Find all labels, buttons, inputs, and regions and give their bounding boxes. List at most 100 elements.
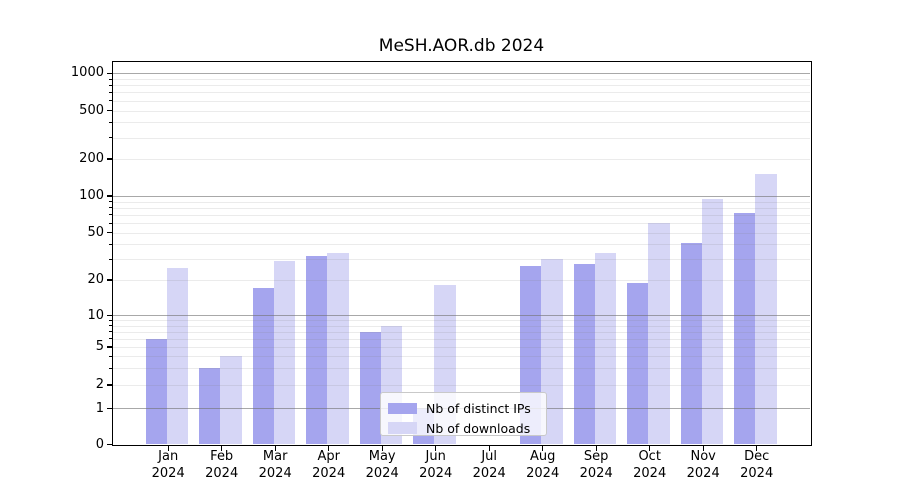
ytick-minor-3 (109, 367, 112, 369)
xtick-oct (649, 446, 651, 451)
xtick-aug (542, 446, 544, 451)
ytick-minor-30 (109, 258, 112, 260)
xtick-label-sep: Sep 2024 (579, 449, 613, 481)
ytick-label-5: 5 (95, 339, 104, 354)
minor-gridline-70 (113, 214, 810, 216)
bar-ips-may (359, 331, 381, 445)
bar-ips-dec (734, 213, 756, 445)
ytick-label-100: 100 (79, 188, 104, 203)
chart-title: MeSH.AOR.db 2024 (378, 36, 545, 56)
minor-gridline-20 (113, 279, 810, 281)
ytick-minor-90 (109, 201, 112, 203)
ytick-minor-20 (109, 279, 112, 281)
legend-label-downloads: Nb of downloads (426, 420, 531, 436)
ytick-label-0: 0 (95, 436, 104, 452)
minor-gridline-500 (113, 110, 810, 112)
minor-gridline-60 (113, 222, 810, 224)
ytick-minor-60 (109, 222, 112, 224)
ytick-label-50: 50 (87, 224, 104, 240)
minor-gridline-400 (113, 122, 810, 124)
ytick-100 (107, 195, 112, 197)
minor-gridline-900 (113, 78, 810, 80)
minor-gridline-6 (113, 338, 810, 340)
minor-gridline-30 (113, 259, 810, 261)
minor-gridline-4 (113, 356, 810, 358)
ytick-10 (107, 314, 112, 317)
ytick-label-10: 10 (87, 307, 104, 323)
ytick-label-1000: 1000 (70, 65, 104, 81)
xtick-label-nov: Nov 2024 (686, 449, 720, 481)
minor-gridline-50 (113, 232, 810, 234)
xtick-label-aug: Aug 2024 (526, 449, 560, 481)
xtick-dec (756, 446, 758, 451)
ytick-minor-4 (109, 355, 112, 357)
bar-ips-apr (306, 255, 328, 445)
ytick-minor-500 (109, 110, 112, 112)
xtick-label-oct: Oct 2024 (633, 449, 667, 481)
xtick-jun (435, 446, 437, 451)
ytick-minor-900 (109, 78, 112, 80)
ytick-label-200: 200 (79, 151, 104, 166)
bar-downloads-apr (327, 252, 349, 445)
legend-label-distinct-ips: Nb of distinct IPs (426, 401, 531, 417)
xtick-jul (488, 446, 490, 451)
minor-gridline-9 (113, 320, 810, 322)
ytick-minor-5 (109, 346, 112, 348)
xtick-apr (328, 446, 330, 451)
ytick-minor-6 (109, 338, 112, 340)
legend: Nb of distinct IPs Nb of downloads (379, 392, 547, 438)
minor-gridline-700 (113, 92, 810, 94)
ytick-minor-80 (109, 207, 112, 209)
bar-ips-jan (145, 338, 167, 445)
ytick-minor-600 (109, 100, 112, 102)
minor-gridline-8 (113, 325, 810, 327)
bar-downloads-mar (273, 260, 296, 445)
ytick-minor-700 (109, 92, 112, 93)
ytick-minor-800 (109, 84, 112, 86)
legend-item-distinct-ips: Nb of distinct IPs (387, 399, 539, 419)
xtick-mar (274, 446, 276, 451)
bar-downloads-feb (220, 356, 242, 445)
xtick-feb (221, 446, 223, 451)
bar-ips-mar (252, 288, 274, 445)
ytick-minor-40 (109, 243, 112, 245)
legend-swatch-distinct-ips (387, 402, 417, 415)
minor-gridline-2 (113, 384, 810, 386)
ytick-1000 (107, 72, 112, 74)
ytick-minor-50 (109, 232, 112, 234)
minor-gridline-600 (113, 100, 810, 102)
bar-downloads-oct (648, 222, 670, 445)
xtick-label-apr: Apr 2024 (312, 449, 346, 481)
xtick-label-jul: Jul 2024 (472, 449, 506, 481)
xtick-may (381, 446, 383, 451)
xtick-label-dec: Dec 2024 (740, 449, 774, 481)
ytick-label-1: 1 (95, 400, 104, 416)
bar-ips-oct (627, 282, 649, 445)
ytick-minor-400 (109, 122, 112, 123)
minor-gridline-7 (113, 331, 810, 333)
ytick-label-2: 2 (95, 377, 104, 392)
xtick-jan (167, 446, 169, 451)
minor-gridline-5 (113, 346, 810, 348)
minor-gridline-3 (113, 368, 810, 370)
ytick-minor-8 (109, 325, 112, 327)
minor-gridline-80 (113, 207, 810, 209)
bar-ips-feb (199, 368, 221, 445)
minor-gridline-300 (113, 137, 810, 139)
ytick-minor-7 (109, 331, 112, 333)
bar-downloads-sep (594, 252, 617, 445)
major-gridline-100 (113, 195, 810, 197)
ytick-label-20: 20 (87, 272, 104, 287)
xtick-label-mar: Mar 2024 (258, 449, 292, 481)
ytick-minor-9 (109, 319, 112, 321)
xtick-label-jan: Jan 2024 (151, 449, 185, 481)
ytick-label-500: 500 (79, 102, 104, 118)
ytick-minor-2 (109, 384, 112, 386)
bar-ips-nov (680, 242, 702, 445)
ytick-0 (107, 443, 112, 446)
ytick-1 (107, 407, 112, 410)
ytick-minor-200 (109, 158, 112, 160)
legend-item-downloads: Nb of downloads (387, 418, 539, 438)
xtick-label-feb: Feb 2024 (205, 449, 239, 481)
